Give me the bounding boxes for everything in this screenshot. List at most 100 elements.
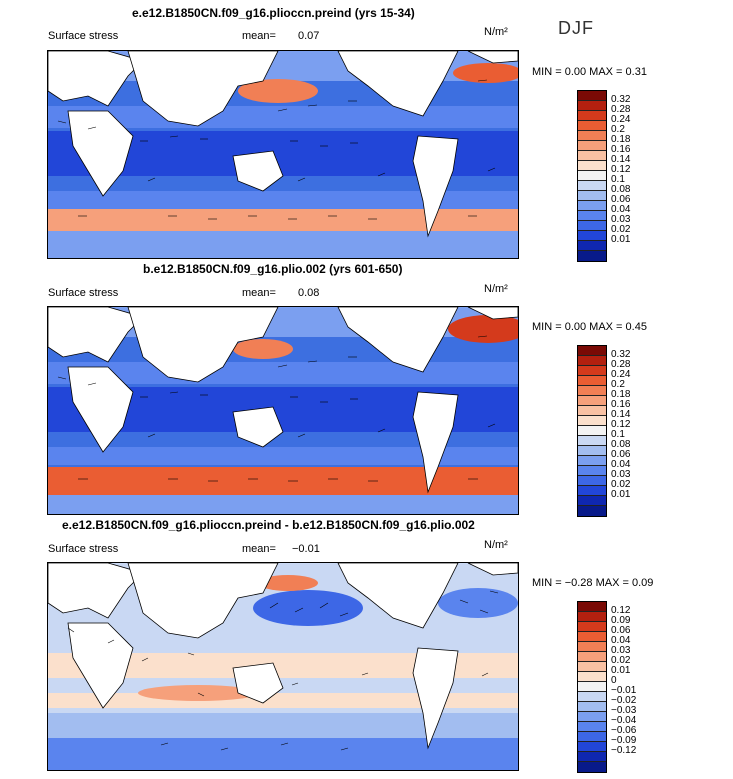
colorbar-tick-label: −0.01 [611, 685, 637, 696]
panel-1-mean-label: mean= [242, 30, 276, 42]
colorbar-tick-label: 0.14 [611, 154, 631, 165]
panel-3-units: N/m² [484, 539, 508, 551]
colorbar-swatch [578, 356, 606, 366]
colorbar-tick-label: 0.02 [611, 224, 631, 235]
colorbar-tick-label: 0.32 [611, 94, 631, 105]
colorbar-tick-label: −0.02 [611, 695, 637, 706]
colorbar-tick-label: −0.09 [611, 735, 637, 746]
colorbar-tick-label: 0.04 [611, 635, 631, 646]
colorbar-tick-label: 0.03 [611, 214, 631, 225]
colorbar-swatch [578, 346, 606, 356]
colorbar-tick-label: 0.06 [611, 625, 631, 636]
panel-2-variable: Surface stress [48, 287, 119, 299]
colorbar-swatch [578, 366, 606, 376]
panel-3-variable: Surface stress [48, 543, 119, 555]
colorbar-swatch [578, 732, 606, 742]
panel-2-minmax: MIN = 0.00 MAX = 0.45 [532, 321, 647, 333]
colorbar-tick-label: 0.24 [611, 369, 631, 380]
colorbar-swatch [578, 712, 606, 722]
colorbar-swatch [578, 722, 606, 732]
colorbar-swatch [578, 692, 606, 702]
colorbar-tick-label: 0.16 [611, 399, 631, 410]
panel-1-mean-value: 0.07 [298, 30, 320, 42]
colorbar-swatch [578, 171, 606, 181]
colorbar-tick-label: 0 [611, 675, 617, 686]
panel-1-colorbar-ticks: 0.32 0.28 0.24 0.2 0.18 0.16 0.14 0.12 0.1 0.08 0.… [611, 95, 630, 245]
colorbar-tick-label: 0.04 [611, 459, 631, 470]
colorbar-swatch [578, 506, 606, 516]
panel-2-units: N/m² [484, 283, 508, 295]
colorbar-swatch [578, 91, 606, 101]
colorbar-tick-label: 0.02 [611, 479, 631, 490]
panel-1-variable: Surface stress [48, 30, 119, 42]
colorbar-swatch [578, 446, 606, 456]
colorbar-swatch [578, 476, 606, 486]
colorbar-swatch [578, 662, 606, 672]
colorbar-swatch [578, 416, 606, 426]
colorbar-tick-label: 0.18 [611, 389, 631, 400]
colorbar-swatch [578, 602, 606, 612]
panel-3-mean-value: −0.01 [292, 543, 320, 555]
panel-1-title: e.e12.B1850CN.f09_g16.plioccn.preind (yr… [132, 6, 415, 20]
colorbar-tick-label: 0.32 [611, 349, 631, 360]
colorbar-tick-label: 0.16 [611, 144, 631, 155]
colorbar-swatch [578, 221, 606, 231]
colorbar-swatch [578, 191, 606, 201]
colorbar-swatch [578, 652, 606, 662]
colorbar-tick-label: 0.12 [611, 419, 631, 430]
colorbar-tick-label: 0.14 [611, 409, 631, 420]
colorbar-tick-label: 0.01 [611, 665, 631, 676]
panel-2-title: b.e12.B1850CN.f09_g16.plio.002 (yrs 601-… [143, 262, 403, 276]
panel-1-map [47, 50, 519, 259]
colorbar-swatch [578, 456, 606, 466]
colorbar-swatch [578, 231, 606, 241]
colorbar-swatch [578, 376, 606, 386]
colorbar-tick-label: 0.12 [611, 605, 631, 616]
panel-2-map [47, 306, 519, 515]
panel-3-colorbar-ticks: 0.12 0.09 0.06 0.04 0.03 0.02 0.01 0 −0.01 −0.02−… [611, 606, 636, 756]
panel-3-map [47, 562, 519, 771]
colorbar-swatch [578, 386, 606, 396]
colorbar-swatch [578, 496, 606, 506]
colorbar-swatch [578, 101, 606, 111]
colorbar-swatch [578, 161, 606, 171]
colorbar-swatch [578, 121, 606, 131]
panel-2-mean-value: 0.08 [298, 287, 320, 299]
colorbar-swatch [578, 181, 606, 191]
season-label: DJF [558, 18, 594, 38]
panel-2-colorbar-ticks: 0.32 0.28 0.24 0.2 0.18 0.16 0.14 0.12 0.1 0.08 0.… [611, 350, 630, 500]
panel-2-map-svg [48, 307, 518, 514]
panel-1-map-svg [48, 51, 518, 258]
colorbar-tick-label: 0.28 [611, 359, 631, 370]
colorbar-tick-label: 0.12 [611, 164, 631, 175]
colorbar-tick-label: 0.28 [611, 104, 631, 115]
colorbar-tick-label: 0.01 [611, 234, 631, 245]
colorbar-swatch [578, 466, 606, 476]
colorbar-tick-label: 0.03 [611, 469, 631, 480]
colorbar-tick-label: 0.08 [611, 439, 631, 450]
colorbar-swatch [578, 426, 606, 436]
colorbar-tick-label: −0.12 [611, 745, 637, 756]
panel-2-mean-label: mean= [242, 287, 276, 299]
colorbar-tick-label: −0.03 [611, 705, 637, 716]
colorbar-tick-label: 0.1 [611, 174, 625, 185]
colorbar-swatch [578, 672, 606, 682]
colorbar-swatch [578, 241, 606, 251]
colorbar-swatch [578, 486, 606, 496]
colorbar-tick-label: 0.09 [611, 615, 631, 626]
colorbar-swatch [578, 742, 606, 752]
panel-1-minmax: MIN = 0.00 MAX = 0.31 [532, 66, 647, 78]
colorbar-tick-label: 0.1 [611, 429, 625, 440]
colorbar-tick-label: 0.04 [611, 204, 631, 215]
colorbar-swatch [578, 111, 606, 121]
colorbar-swatch [578, 151, 606, 161]
panel-2-colorbar [577, 345, 607, 517]
colorbar-swatch [578, 211, 606, 221]
colorbar-swatch [578, 622, 606, 632]
colorbar-swatch [578, 141, 606, 151]
colorbar-swatch [578, 251, 606, 261]
panel-3-minmax: MIN = −0.28 MAX = 0.09 [532, 577, 654, 589]
colorbar-swatch [578, 406, 606, 416]
colorbar-tick-label: −0.06 [611, 725, 637, 736]
colorbar-swatch [578, 702, 606, 712]
